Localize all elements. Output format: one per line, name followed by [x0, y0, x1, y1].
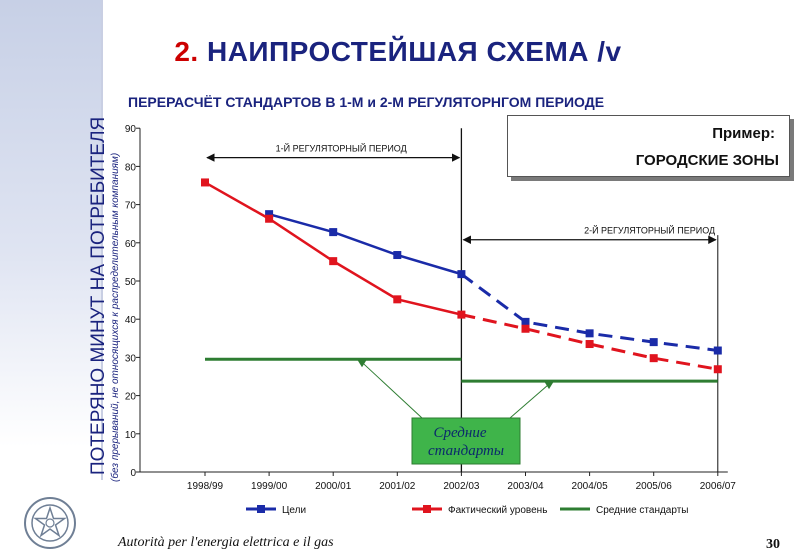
x-tick-label: 2002/03	[443, 481, 480, 492]
y-tick-label: 80	[125, 162, 137, 173]
targets-point	[265, 210, 274, 219]
y-tick-label: 0	[130, 468, 136, 479]
x-tick-label: 2005/06	[636, 481, 673, 492]
x-tick-label: 2000/01	[315, 481, 352, 492]
targets-point	[713, 346, 722, 355]
actual-point	[329, 257, 338, 266]
callout-box	[411, 417, 521, 465]
emblem-icon	[24, 497, 76, 549]
targets-point	[329, 228, 338, 237]
x-tick-label: 2004/05	[572, 481, 609, 492]
targets-point	[457, 270, 466, 279]
footer-authority: Autorità per l'energia elettrica e il ga…	[118, 535, 334, 550]
period-label: 1-Й РЕГУЛЯТОРНЫЙ ПЕРИОД	[276, 143, 407, 154]
y-tick-label: 30	[125, 353, 137, 364]
actual-point	[713, 365, 722, 374]
legend-actual-swatch-marker	[423, 505, 431, 513]
y-tick-label: 70	[125, 201, 137, 212]
sidebar-divider	[101, 0, 103, 480]
actual-line-solid	[204, 181, 462, 316]
page-number: 30	[766, 537, 780, 552]
legend-targets-swatch-marker	[257, 505, 265, 513]
slide-title-text: НАИПРОСТЕЙШАЯ СХЕМА /v	[206, 36, 622, 67]
x-tick-label: 2003/04	[507, 481, 544, 492]
x-tick-label: 1998/99	[187, 481, 224, 492]
callout-pointer	[361, 361, 423, 419]
x-tick-label: 2001/02	[379, 481, 416, 492]
actual-point	[457, 310, 466, 319]
targets-point	[585, 329, 594, 338]
period-label: 2-Й РЕГУЛЯТОРНЫЙ ПЕРИОД	[584, 225, 715, 236]
example-box: Пример: ГОРОДСКИЕ ЗОНЫ	[507, 115, 790, 177]
actual-point	[649, 354, 658, 363]
x-tick-label: 2006/07	[700, 481, 737, 492]
targets-point	[649, 338, 658, 347]
actual-point	[521, 324, 530, 333]
chart-subtitle: ПЕРЕРАСЧЁТ СТАНДАРТОВ В 1-М и 2-М РЕГУЛЯ…	[128, 94, 605, 110]
legend-average-label: Средние стандарты	[596, 505, 688, 516]
y-tick-label: 50	[125, 277, 137, 288]
actual-point	[393, 295, 402, 304]
sidebar-band	[0, 0, 103, 559]
actual-point	[585, 340, 594, 349]
average-marker	[544, 381, 554, 390]
slide-title: 2. НАИПРОСТЕЙШАЯ СХЕМА /v	[0, 36, 796, 68]
targets-point	[521, 317, 530, 326]
example-title: Пример:	[712, 125, 775, 142]
legend-actual-label: Фактический уровень	[448, 505, 547, 516]
legend-targets-label: Цели	[282, 505, 306, 516]
targets-line-solid	[268, 212, 462, 276]
y-tick-label: 40	[125, 315, 137, 326]
y-tick-label: 90	[125, 124, 137, 135]
average-marker	[357, 359, 367, 368]
targets-point	[393, 251, 402, 260]
example-subtitle: ГОРОДСКИЕ ЗОНЫ	[635, 152, 779, 169]
actual-point	[265, 214, 274, 223]
callout-pointer	[509, 383, 550, 419]
slide-title-number: 2.	[174, 36, 199, 67]
y-tick-label: 20	[125, 392, 137, 403]
callout-line2: стандарты	[428, 443, 504, 459]
x-tick-label: 1999/00	[251, 481, 288, 492]
y-tick-label: 60	[125, 239, 137, 250]
y-tick-label: 10	[125, 430, 137, 441]
callout-line1: Средние	[434, 425, 487, 441]
actual-point	[201, 178, 209, 187]
targets-line-dashed	[460, 272, 718, 353]
